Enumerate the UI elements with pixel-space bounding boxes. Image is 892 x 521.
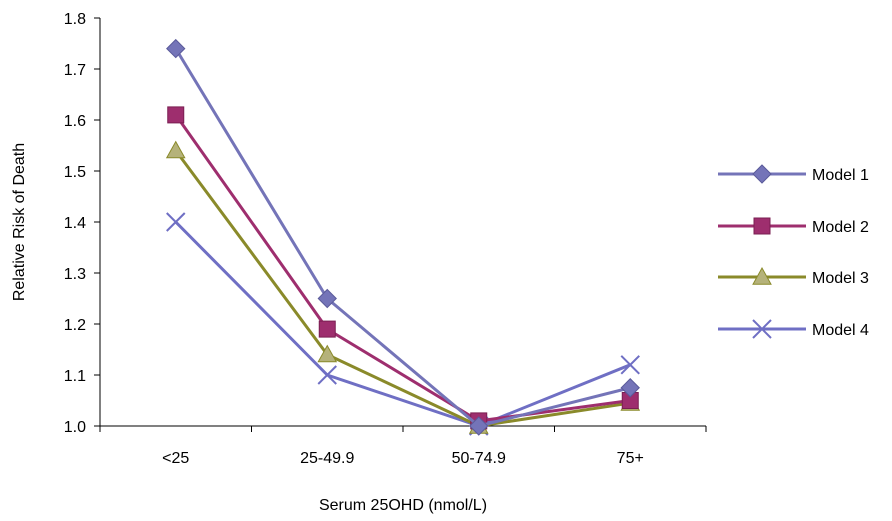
y-tick-label: 1.6 xyxy=(64,113,86,130)
series-model-2 xyxy=(167,106,639,430)
data-point xyxy=(317,288,337,309)
data-point xyxy=(167,106,185,124)
y-axis-title: Relative Risk of Death xyxy=(11,143,28,301)
y-tick-label: 1.7 xyxy=(64,62,86,79)
series-line xyxy=(174,47,631,428)
data-point xyxy=(166,38,186,59)
y-tick-label: 1.0 xyxy=(64,419,86,436)
legend-item-model-1: Model 1 xyxy=(718,164,869,184)
y-tick-label: 1.3 xyxy=(64,266,86,283)
series-layer xyxy=(165,38,641,436)
data-point xyxy=(166,212,186,232)
series-model-1 xyxy=(166,38,640,436)
legend-marker xyxy=(752,319,772,339)
data-point xyxy=(469,416,489,436)
legend-marker xyxy=(752,164,772,184)
data-point xyxy=(317,365,337,385)
data-point xyxy=(620,378,640,398)
y-tick-label: 1.2 xyxy=(64,317,86,334)
legend: Model 1 Model 2 Model 3 Model 4 xyxy=(718,164,869,339)
y-tick-label: 1.8 xyxy=(64,11,86,28)
y-tick-label: 1.5 xyxy=(64,164,86,181)
axes xyxy=(99,18,706,427)
data-point xyxy=(165,140,186,159)
series-line xyxy=(174,220,631,428)
x-ticks: <25 25-49.9 50-74.9 75+ xyxy=(99,426,707,467)
legend-label: Model 1 xyxy=(812,167,869,184)
data-point xyxy=(317,344,338,363)
legend-marker xyxy=(753,217,771,235)
legend-marker xyxy=(752,266,772,285)
x-axis-title: Serum 25OHD (nmol/L) xyxy=(319,497,487,514)
y-tick-label: 1.1 xyxy=(64,368,86,385)
legend-item-model-2: Model 2 xyxy=(718,217,869,236)
x-tick-label: 50-74.9 xyxy=(452,450,506,467)
legend-label: Model 4 xyxy=(812,322,869,339)
legend-item-model-3: Model 3 xyxy=(718,266,869,287)
data-point xyxy=(620,355,640,375)
y-tick-label: 1.4 xyxy=(64,215,86,232)
series-line xyxy=(174,114,631,423)
legend-label: Model 3 xyxy=(812,270,869,287)
x-tick-label: 75+ xyxy=(617,450,644,467)
legend-item-model-4: Model 4 xyxy=(718,319,869,339)
data-point xyxy=(318,320,336,338)
series-model-4 xyxy=(166,212,640,436)
x-tick-label: 25-49.9 xyxy=(300,450,354,467)
x-tick-label: <25 xyxy=(162,450,189,467)
legend-label: Model 2 xyxy=(812,219,869,236)
series-line xyxy=(174,149,631,428)
y-ticks: 1.0 1.1 1.2 1.3 1.4 1.5 1.6 1.7 1.8 xyxy=(64,11,100,436)
